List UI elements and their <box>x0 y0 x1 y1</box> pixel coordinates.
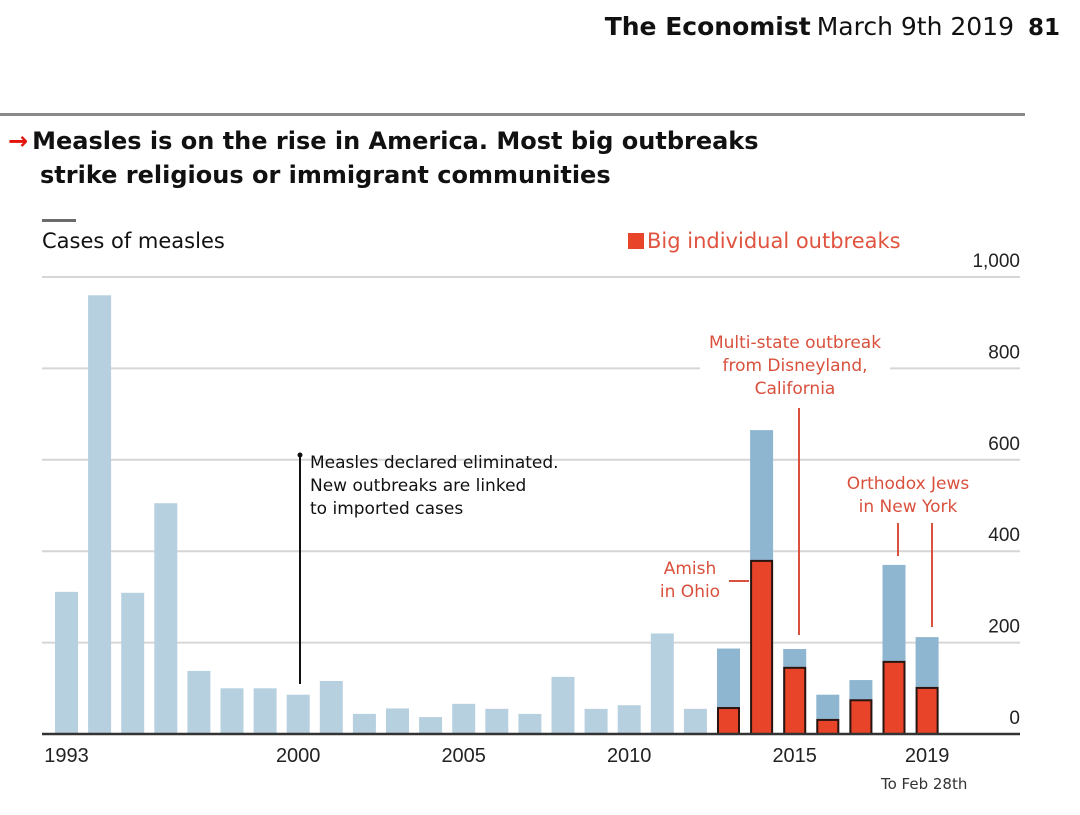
bar-outbreak-2014 <box>750 559 774 735</box>
x-tick-label: 2010 <box>607 745 652 767</box>
y-tick-label: 1,000 <box>972 251 1020 272</box>
bar-total-2003 <box>386 708 409 734</box>
annotation-line: in Ohio <box>659 582 721 602</box>
bar-total-1997 <box>187 670 211 734</box>
annotation-dot <box>297 452 303 458</box>
bar-outbreak-2016 <box>816 718 840 736</box>
bar-total-2006 <box>485 708 509 734</box>
x-tick-label: 1993 <box>44 745 89 767</box>
bar-total-2008 <box>551 676 575 734</box>
bar-total-1999 <box>253 688 277 734</box>
x-tick-label: 2005 <box>441 745 486 767</box>
y-tick-label: 600 <box>988 434 1020 455</box>
bar-outbreak-2017 <box>849 699 873 736</box>
annotation-line: Amish <box>663 559 717 579</box>
bar-outbreak-2013 <box>717 707 740 735</box>
annotation-line: New outbreaks are linked <box>310 476 527 496</box>
y-tick-label: 200 <box>988 617 1020 638</box>
bar-outbreak-2019 <box>915 686 939 736</box>
bar-total-2000 <box>286 694 310 734</box>
annotation-line: Measles declared eliminated. <box>310 453 559 473</box>
footnote: To Feb 28th <box>881 775 968 793</box>
bar-total-1995 <box>121 592 145 734</box>
masthead: The Economist March 9th 2019 81 <box>605 12 1060 41</box>
x-tick-label: 2015 <box>772 745 817 767</box>
legend: Big individual outbreaks <box>628 229 901 253</box>
chart-headline: → Measles is on the rise in America. Most… <box>8 124 759 192</box>
y-tick-label: 0 <box>1009 708 1020 729</box>
masthead-date: March 9th 2019 <box>816 12 1014 41</box>
y-tick-label: 400 <box>988 525 1020 546</box>
bar-total-2005 <box>452 703 476 734</box>
series-tag-line <box>42 219 76 222</box>
bar-outbreak-2018 <box>882 660 906 736</box>
legend-swatch <box>628 233 644 249</box>
annotation-line: in New York <box>858 497 958 517</box>
bar-total-1994 <box>88 295 112 734</box>
arrow-right-icon: → <box>8 127 29 155</box>
y-tick-label: 800 <box>988 342 1020 363</box>
x-tick-label: 2000 <box>276 745 321 767</box>
bar-total-2001 <box>319 680 343 734</box>
bar-total-1996 <box>154 503 178 734</box>
x-tick-label: 2019 <box>905 745 950 767</box>
header-rule <box>0 113 1025 116</box>
bar-total-2004 <box>419 717 443 734</box>
bar-total-2007 <box>518 713 542 734</box>
y-axis-label: Cases of measles <box>42 229 225 253</box>
legend-label: Big individual outbreaks <box>647 229 901 253</box>
bar-total-1993 <box>55 591 78 734</box>
bar-total-2002 <box>352 713 376 734</box>
annotation-line: California <box>754 379 836 399</box>
annotation-orthodox: Orthodox Jews in New York <box>838 473 978 519</box>
page-number: 81 <box>1027 15 1060 41</box>
bar-total-2009 <box>584 708 608 734</box>
masthead-brand: The Economist <box>604 12 811 41</box>
annotation-disneyland: Multi-state outbreak from Disneyland, Ca… <box>700 332 890 401</box>
bar-total-2011 <box>650 633 674 734</box>
annotation-line: Orthodox Jews <box>846 474 970 494</box>
bar-outbreak-2015 <box>783 666 807 735</box>
headline-line-2: strike religious or immigrant communitie… <box>40 161 611 189</box>
headline-line-1: Measles is on the rise in America. Most … <box>32 127 759 155</box>
bar-total-2012 <box>683 708 707 734</box>
bar-total-1998 <box>220 688 244 734</box>
annotation-eliminated: Measles declared eliminated. New outbrea… <box>310 452 559 521</box>
annotation-amish: Amish in Ohio <box>650 558 730 604</box>
annotation-line: Multi-state outbreak <box>708 333 882 353</box>
bar-total-2010 <box>617 705 641 734</box>
annotation-line: from Disneyland, <box>722 356 868 376</box>
annotation-line: to imported cases <box>310 499 464 519</box>
